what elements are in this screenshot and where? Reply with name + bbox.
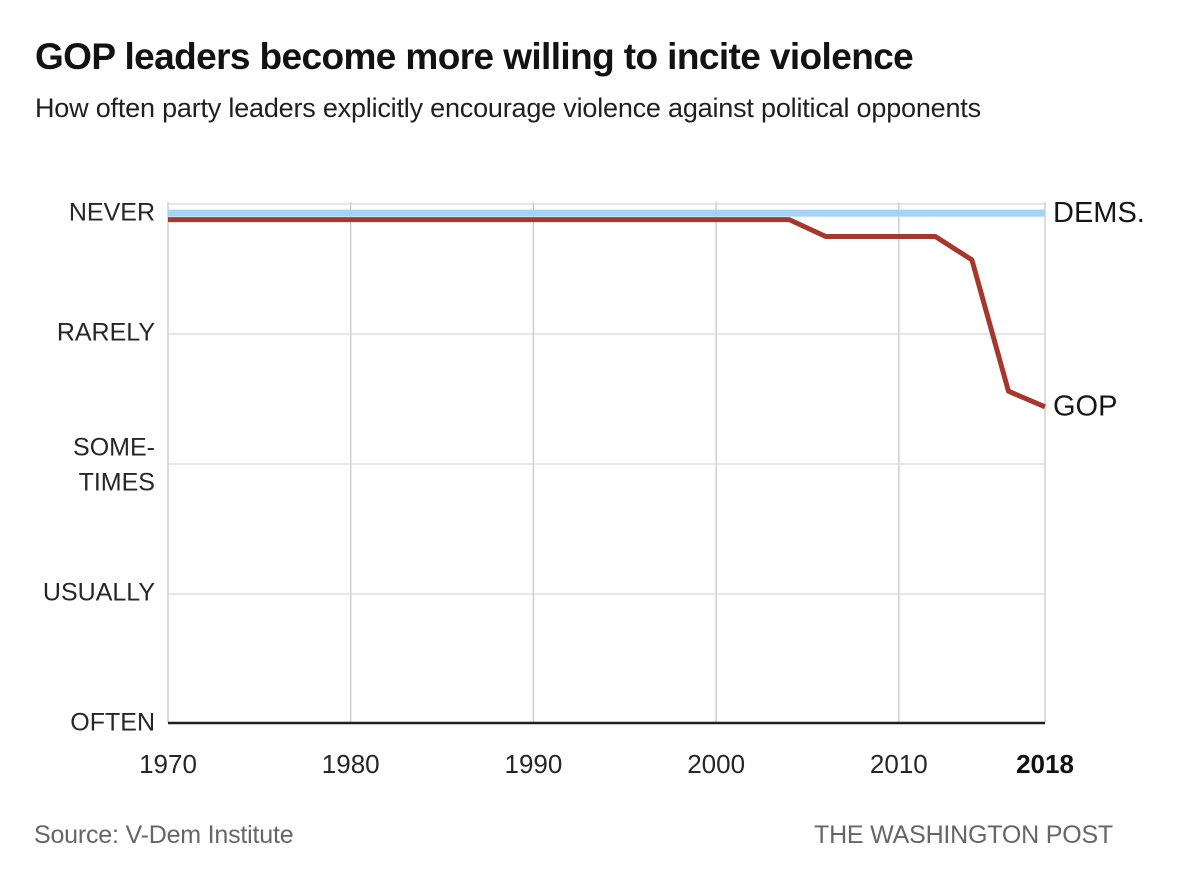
series-line-gop — [168, 217, 1046, 410]
chart-footer: Source: V-Dem Institute THE WASHINGTON P… — [34, 821, 1113, 850]
page-title: GOP leaders become more willing to incit… — [35, 36, 914, 77]
y-axis-label: TIMES — [79, 469, 155, 497]
x-axis-label: 2018 — [1016, 749, 1074, 779]
y-axis-label: OFTEN — [70, 709, 155, 737]
series-end-label: GOP — [1053, 390, 1117, 422]
page-subtitle: How often party leaders explicitly encou… — [35, 93, 981, 123]
x-axis-label: 1970 — [139, 749, 197, 779]
x-axis-label: 1990 — [504, 749, 562, 779]
x-axis-label: 2010 — [870, 749, 928, 779]
y-axis-label: SOME- — [73, 434, 155, 462]
x-axis-label: 1980 — [322, 749, 380, 779]
series-end-label: DEMS. — [1053, 197, 1145, 229]
y-axis-label: NEVER — [69, 199, 155, 227]
source-note: Source: V-Dem Institute — [34, 821, 294, 849]
x-axis-label: 2000 — [687, 749, 745, 779]
attribution: THE WASHINGTON POST — [814, 821, 1113, 849]
y-axis-label: USUALLY — [43, 579, 155, 607]
y-axis-label: RARELY — [57, 319, 156, 347]
